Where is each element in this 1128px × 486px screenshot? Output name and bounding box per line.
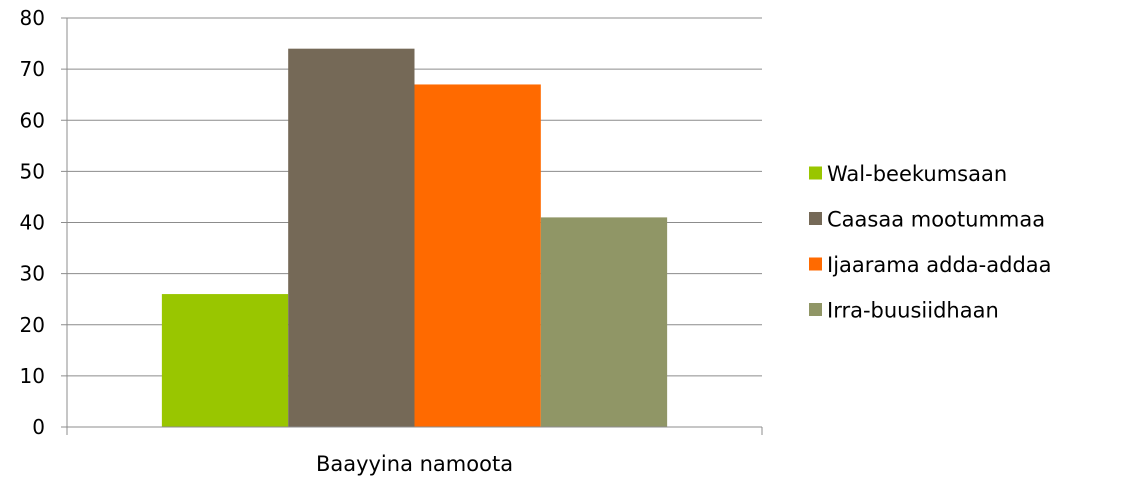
y-tick-label: 0 [32,415,45,439]
bar-caasaa-mootummaa [288,48,415,428]
y-tick-label: 20 [20,313,45,337]
y-tick-label: 50 [20,159,45,183]
category-label: Baayyina namoota [316,452,513,476]
legend-swatch [809,303,822,316]
y-tick-label: 70 [20,57,45,81]
bar-wal-beekumsaan [161,294,289,427]
legend-label: Irra-buusiidhaan [827,299,999,323]
legend-label: Caasaa mootummaa [827,208,1045,232]
bar-irra-buusiidhaan [540,217,668,427]
bar-ijaarama-adda-addaa [414,84,541,428]
y-tick-label: 80 [20,6,45,30]
legend-label: Wal-beekumsaan [827,162,1007,186]
legend: Wal-beekumsaan Caasaa mootummaa Ijaarama a… [809,162,1052,323]
legend-swatch [809,257,822,271]
bars [161,48,668,428]
y-tick-label: 30 [20,262,45,286]
y-tick-label: 10 [20,364,45,388]
legend-swatch [809,212,822,225]
axes: 0 10 20 30 40 50 60 70 80 Baayyina namoota [20,6,763,476]
y-tick-label: 60 [20,108,45,132]
y-tick-label: 40 [20,211,45,235]
legend-label: Ijaarama adda-addaa [827,253,1052,277]
legend-swatch [809,166,822,180]
